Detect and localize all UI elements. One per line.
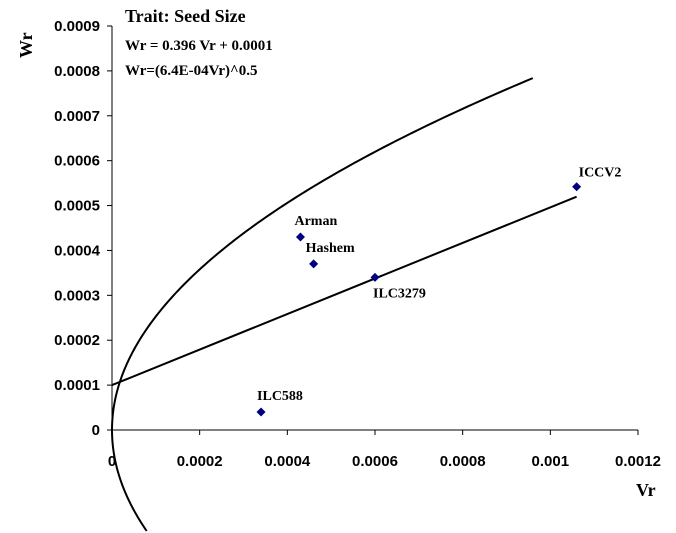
chart-title: Trait: Seed Size xyxy=(125,6,246,26)
y-axis-ticks: 0 0.0001 0.0002 0.0003 0.0004 0.0005 0.0006 0.0… xyxy=(54,18,112,439)
parabola-curve xyxy=(110,77,534,532)
data-point-marker xyxy=(309,259,319,269)
data-point-label: Hashem xyxy=(306,241,355,256)
y-tick-label: 0.0009 xyxy=(54,18,100,35)
y-tick-label: 0.0006 xyxy=(54,153,100,170)
x-tick-label: 0.0004 xyxy=(264,453,311,470)
x-tick-label: 0.0002 xyxy=(177,453,223,470)
y-tick-label: 0.0007 xyxy=(54,108,100,125)
x-tick-label: 0 xyxy=(108,453,116,470)
y-tick-label: 0 xyxy=(92,422,100,439)
data-point-marker xyxy=(572,182,582,192)
x-tick-label: 0.0012 xyxy=(615,453,661,470)
data-point-marker xyxy=(256,407,266,417)
data-point-label: ILC3279 xyxy=(373,286,426,301)
data-point-label: ICCV2 xyxy=(579,166,622,181)
data-point-label: Arman xyxy=(294,214,337,229)
x-tick-label: 0.0006 xyxy=(352,453,398,470)
data-point-marker xyxy=(295,232,305,242)
x-tick-label: 0.001 xyxy=(532,453,570,470)
x-tick-label: 0.0008 xyxy=(440,453,486,470)
x-axis-title: Vr xyxy=(636,480,656,500)
data-points: ICCV2 Arman Hashem ILC3279 ILC588 xyxy=(256,166,622,417)
regression-line xyxy=(111,195,578,387)
y-tick-label: 0.0005 xyxy=(54,198,100,215)
y-tick-label: 0.0003 xyxy=(54,287,100,304)
data-point-label: ILC588 xyxy=(257,389,303,404)
y-tick-label: 0.0001 xyxy=(54,377,100,394)
y-tick-label: 0.0004 xyxy=(54,242,101,259)
x-axis-ticks: 0 0.0002 0.0004 0.0006 0.0008 0.001 0.0012 xyxy=(108,430,661,470)
equation-linear: Wr = 0.396 Vr + 0.0001 xyxy=(125,38,273,54)
y-tick-label: 0.0008 xyxy=(54,63,100,80)
y-axis-title: Wr xyxy=(16,32,36,58)
data-point-marker xyxy=(370,272,380,282)
y-tick-label: 0.0002 xyxy=(54,332,100,349)
equation-parabola: Wr=(6.4E-04Vr)^0.5 xyxy=(125,63,258,79)
